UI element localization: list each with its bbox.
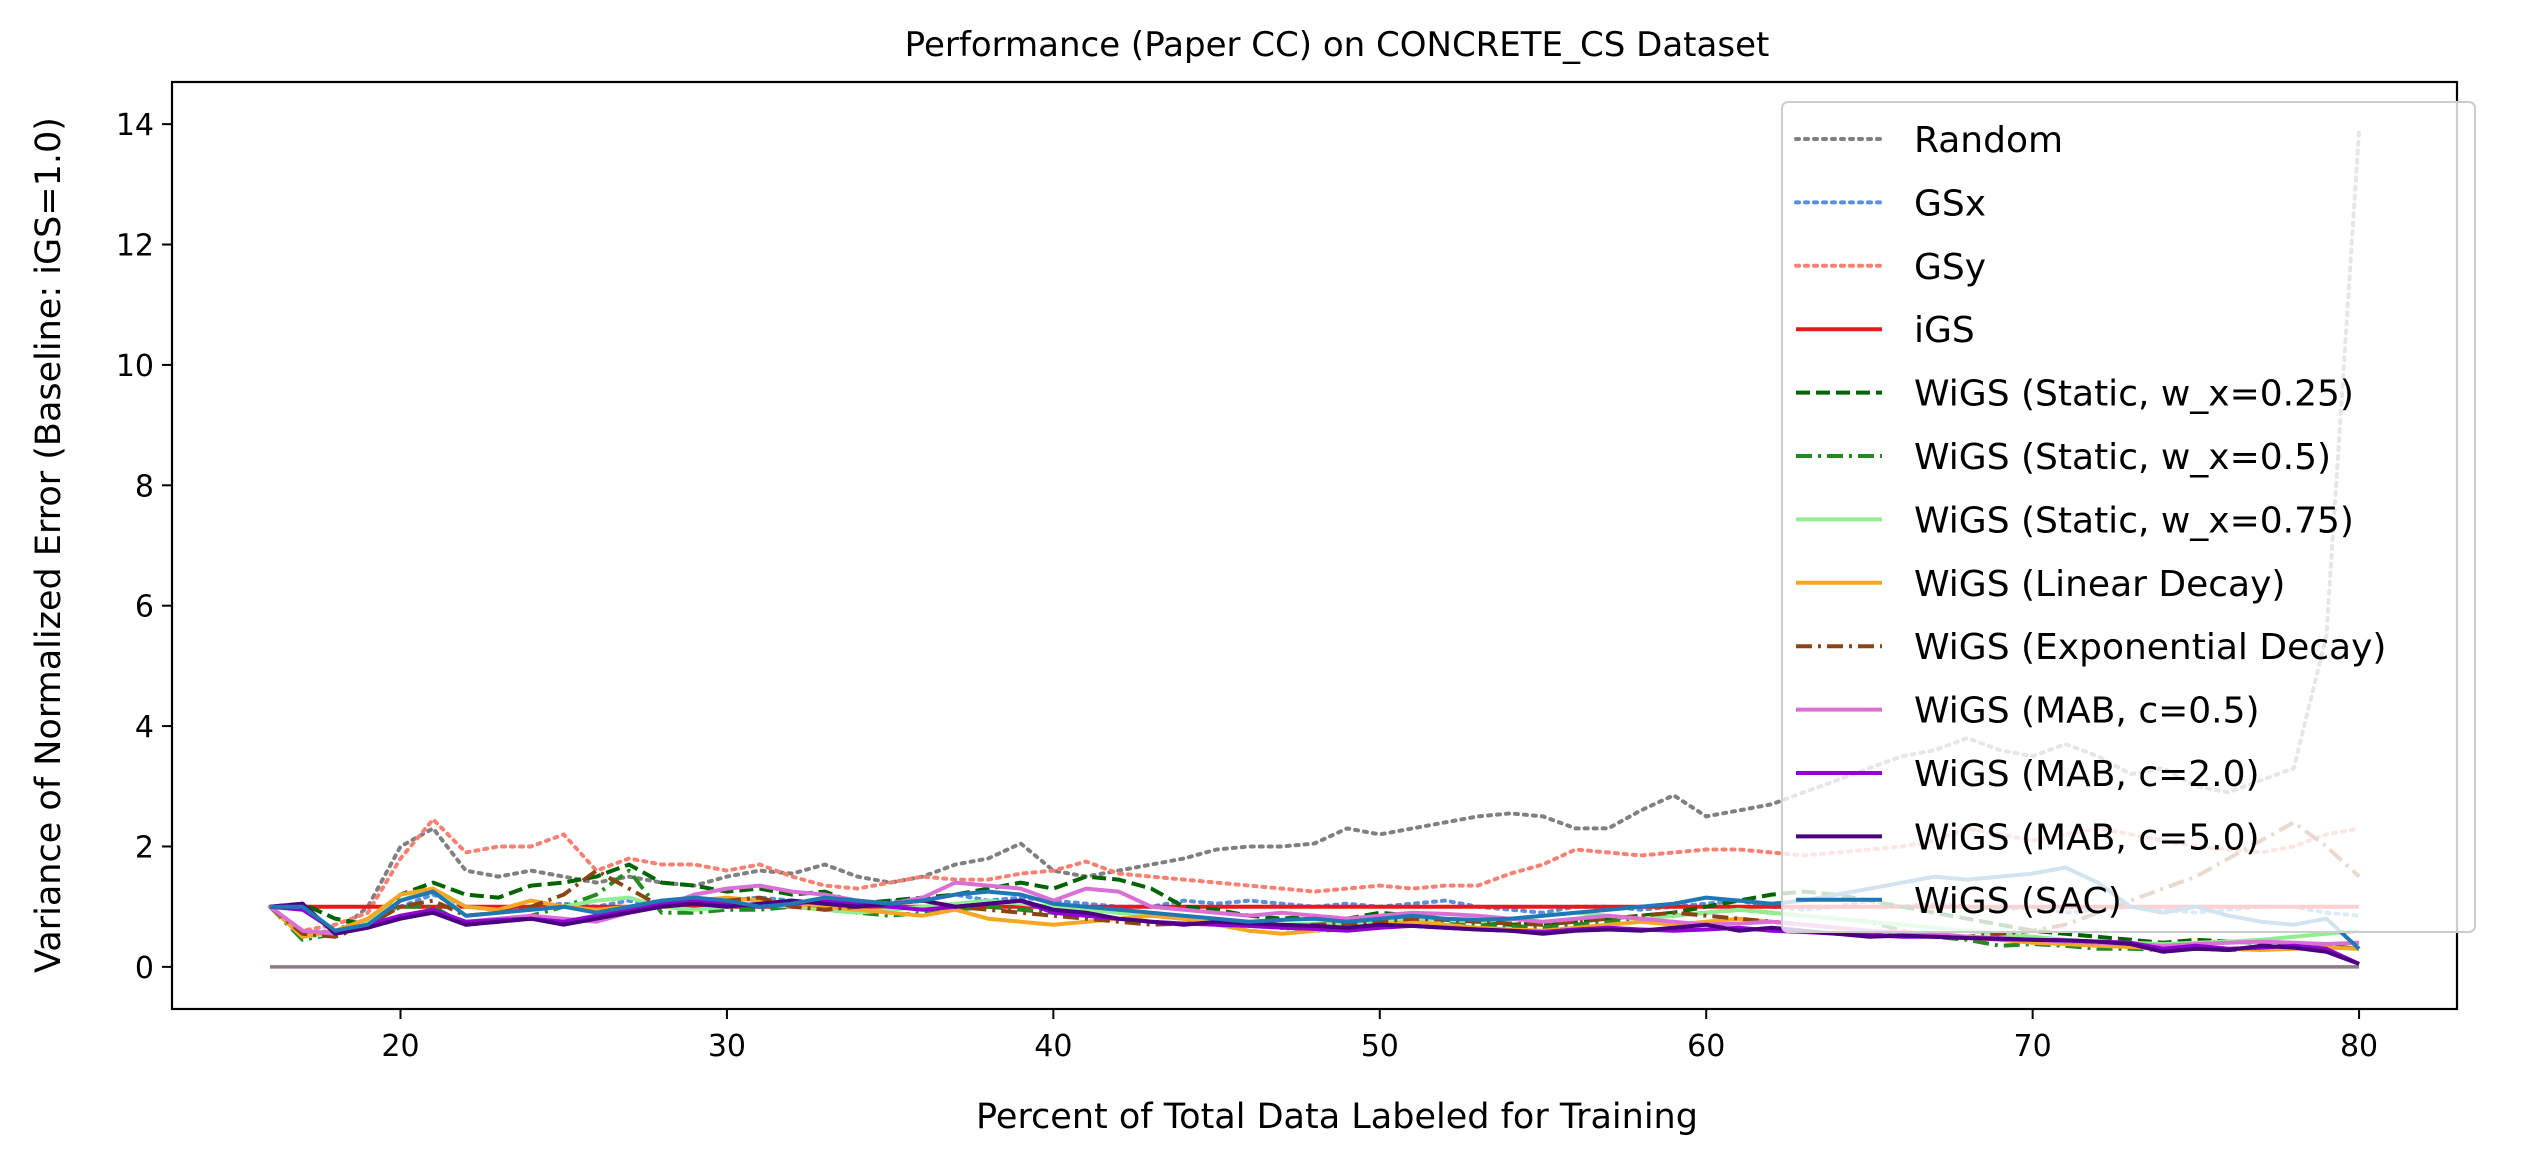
x-axis-title: Percent of Total Data Labeled for Traini… bbox=[976, 1097, 1698, 1137]
legend: Random GSx GSy iGS WiGS (Static, w_x=0.25) Wi… bbox=[1781, 101, 2476, 933]
x-tick-label: 70 bbox=[2014, 1029, 2052, 1064]
y-axis-title: Variance of Normalized Error (Baseline: … bbox=[29, 117, 69, 973]
y-tick-label: 14 bbox=[116, 108, 154, 143]
legend-label-10: WiGS (MAB, c=2.0) bbox=[1914, 754, 2260, 795]
x-tick-label: 30 bbox=[708, 1029, 746, 1064]
legend-label-4: WiGS (Static, w_x=0.25) bbox=[1914, 374, 2354, 415]
y-tick-label: 6 bbox=[135, 590, 154, 625]
x-tick-label: 20 bbox=[381, 1029, 419, 1064]
y-tick-label: 2 bbox=[135, 830, 154, 865]
legend-label-7: WiGS (Linear Decay) bbox=[1914, 564, 2285, 605]
legend-label-5: WiGS (Static, w_x=0.5) bbox=[1914, 437, 2331, 478]
legend-label-8: WiGS (Exponential Decay) bbox=[1914, 627, 2386, 668]
chart-title: Performance (Paper CC) on CONCRETE_CS Da… bbox=[905, 25, 1770, 65]
legend-label-6: WiGS (Static, w_x=0.75) bbox=[1914, 500, 2354, 541]
y-tick-label: 0 bbox=[135, 951, 154, 986]
series-line-11 bbox=[269, 898, 2360, 966]
legend-box bbox=[1781, 101, 2476, 933]
x-tick-label: 80 bbox=[2340, 1029, 2378, 1064]
legend-label-1: GSx bbox=[1914, 183, 1986, 224]
legend-label-9: WiGS (MAB, c=0.5) bbox=[1914, 691, 2260, 732]
x-axis: 20 30 40 50 60 70 80 bbox=[381, 1009, 2378, 1064]
legend-label-11: WiGS (MAB, c=5.0) bbox=[1914, 817, 2260, 858]
y-axis: 0 2 4 6 8 10 12 14 bbox=[116, 108, 172, 986]
x-tick-label: 50 bbox=[1361, 1029, 1399, 1064]
y-tick-label: 10 bbox=[116, 349, 154, 384]
legend-label-0: Random bbox=[1914, 120, 2063, 161]
x-tick-label: 60 bbox=[1687, 1029, 1725, 1064]
y-tick-label: 4 bbox=[135, 710, 154, 745]
series-line-0 bbox=[267, 128, 2362, 936]
series-layer bbox=[267, 128, 2362, 969]
y-tick-label: 8 bbox=[135, 469, 154, 504]
legend-label-12: WiGS (SAC) bbox=[1914, 881, 2122, 922]
y-tick-label: 12 bbox=[116, 229, 154, 264]
x-tick-label: 40 bbox=[1034, 1029, 1072, 1064]
legend-label-3: iGS bbox=[1914, 310, 1975, 351]
series-line-5 bbox=[268, 868, 2360, 952]
legend-label-2: GSy bbox=[1914, 247, 1986, 288]
